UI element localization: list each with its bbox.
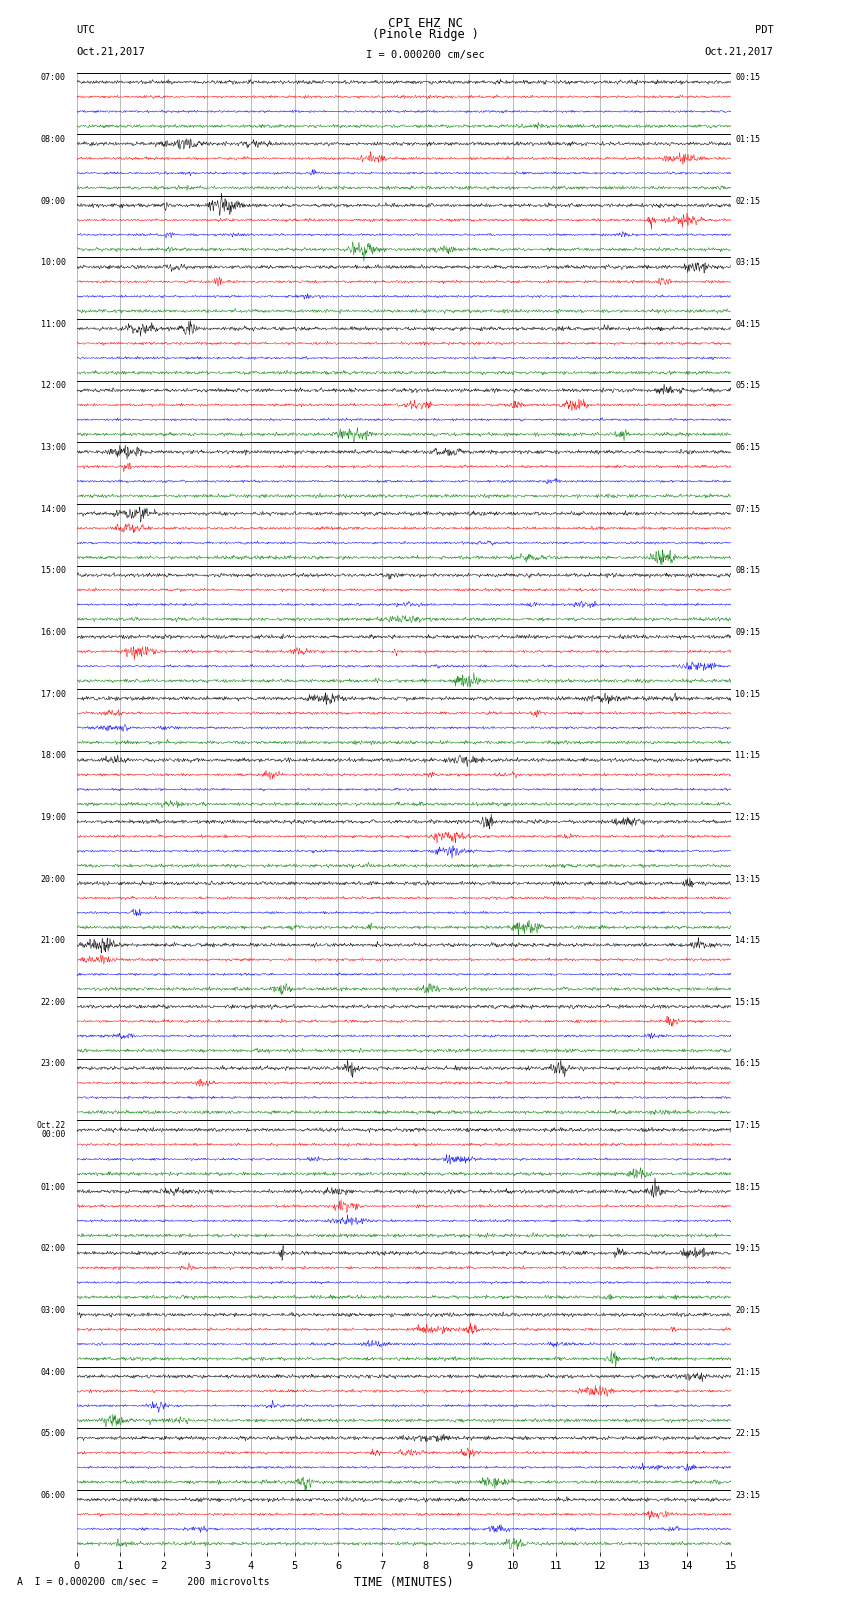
Text: 00:15: 00:15 [735, 73, 761, 82]
Text: Oct.22: Oct.22 [37, 1121, 65, 1131]
Text: 16:00: 16:00 [41, 627, 65, 637]
Text: (Pinole Ridge ): (Pinole Ridge ) [371, 27, 479, 40]
Text: 08:00: 08:00 [41, 135, 65, 144]
Text: 12:00: 12:00 [41, 381, 65, 390]
Text: 04:00: 04:00 [41, 1368, 65, 1376]
Text: 15:00: 15:00 [41, 566, 65, 576]
Text: 08:15: 08:15 [735, 566, 761, 576]
Text: 23:00: 23:00 [41, 1060, 65, 1068]
Text: 21:00: 21:00 [41, 936, 65, 945]
Text: A  I = 0.000200 cm/sec =     200 microvolts: A I = 0.000200 cm/sec = 200 microvolts [17, 1578, 269, 1587]
Text: 15:15: 15:15 [735, 998, 761, 1007]
X-axis label: TIME (MINUTES): TIME (MINUTES) [354, 1576, 454, 1589]
Text: 06:00: 06:00 [41, 1490, 65, 1500]
Text: 18:15: 18:15 [735, 1182, 761, 1192]
Text: Oct.21,2017: Oct.21,2017 [76, 47, 145, 56]
Text: 20:15: 20:15 [735, 1307, 761, 1315]
Text: 14:15: 14:15 [735, 936, 761, 945]
Text: 05:00: 05:00 [41, 1429, 65, 1439]
Text: 19:15: 19:15 [735, 1244, 761, 1253]
Text: 06:15: 06:15 [735, 444, 761, 452]
Text: 10:15: 10:15 [735, 690, 761, 698]
Text: 02:00: 02:00 [41, 1244, 65, 1253]
Text: 02:15: 02:15 [735, 197, 761, 205]
Text: 17:00: 17:00 [41, 690, 65, 698]
Text: 01:00: 01:00 [41, 1182, 65, 1192]
Text: PDT: PDT [755, 24, 774, 35]
Text: 09:15: 09:15 [735, 627, 761, 637]
Text: Oct.21,2017: Oct.21,2017 [705, 47, 774, 56]
Text: 03:15: 03:15 [735, 258, 761, 268]
Text: UTC: UTC [76, 24, 95, 35]
Text: 05:15: 05:15 [735, 381, 761, 390]
Text: 11:15: 11:15 [735, 752, 761, 760]
Text: 14:00: 14:00 [41, 505, 65, 513]
Text: 07:00: 07:00 [41, 73, 65, 82]
Text: 18:00: 18:00 [41, 752, 65, 760]
Text: 22:15: 22:15 [735, 1429, 761, 1439]
Text: CPI EHZ NC: CPI EHZ NC [388, 16, 462, 31]
Text: 10:00: 10:00 [41, 258, 65, 268]
Text: 19:00: 19:00 [41, 813, 65, 823]
Text: 07:15: 07:15 [735, 505, 761, 513]
Text: 21:15: 21:15 [735, 1368, 761, 1376]
Text: 09:00: 09:00 [41, 197, 65, 205]
Text: 13:00: 13:00 [41, 444, 65, 452]
Text: 23:15: 23:15 [735, 1490, 761, 1500]
Text: 16:15: 16:15 [735, 1060, 761, 1068]
Text: 17:15: 17:15 [735, 1121, 761, 1131]
Text: I = 0.000200 cm/sec: I = 0.000200 cm/sec [366, 50, 484, 60]
Text: 04:15: 04:15 [735, 319, 761, 329]
Text: 01:15: 01:15 [735, 135, 761, 144]
Text: 00:00: 00:00 [41, 1129, 65, 1139]
Text: 12:15: 12:15 [735, 813, 761, 823]
Text: 11:00: 11:00 [41, 319, 65, 329]
Text: 03:00: 03:00 [41, 1307, 65, 1315]
Text: 22:00: 22:00 [41, 998, 65, 1007]
Text: 20:00: 20:00 [41, 874, 65, 884]
Text: 13:15: 13:15 [735, 874, 761, 884]
